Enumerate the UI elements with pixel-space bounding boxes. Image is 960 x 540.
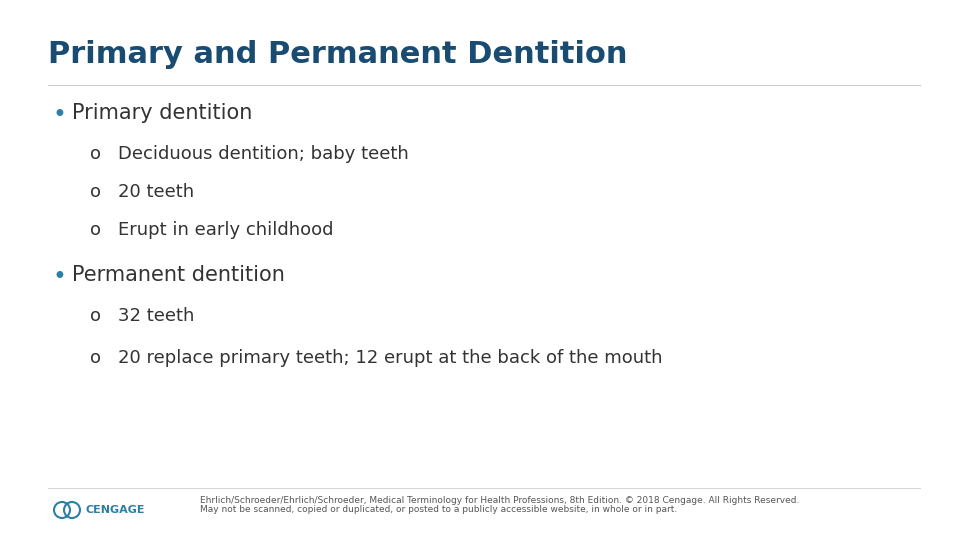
Text: 32 teeth: 32 teeth bbox=[118, 307, 194, 325]
Text: Erupt in early childhood: Erupt in early childhood bbox=[118, 221, 333, 239]
Text: o: o bbox=[90, 221, 101, 239]
Text: o: o bbox=[90, 183, 101, 201]
Text: o: o bbox=[90, 307, 101, 325]
Text: o: o bbox=[90, 349, 101, 367]
Text: Ehrlich/Schroeder/Ehrlich/Schroeder, Medical Terminology for Health Professions,: Ehrlich/Schroeder/Ehrlich/Schroeder, Med… bbox=[200, 496, 800, 505]
Text: o: o bbox=[90, 145, 101, 163]
Text: Primary dentition: Primary dentition bbox=[72, 103, 252, 123]
Text: CENGAGE: CENGAGE bbox=[85, 505, 145, 515]
Text: Permanent dentition: Permanent dentition bbox=[72, 265, 285, 285]
Text: Deciduous dentition; baby teeth: Deciduous dentition; baby teeth bbox=[118, 145, 409, 163]
Text: Primary and Permanent Dentition: Primary and Permanent Dentition bbox=[48, 40, 628, 69]
Text: May not be scanned, copied or duplicated, or posted to a publicly accessible web: May not be scanned, copied or duplicated… bbox=[200, 505, 677, 514]
Text: 20 replace primary teeth; 12 erupt at the back of the mouth: 20 replace primary teeth; 12 erupt at th… bbox=[118, 349, 662, 367]
Text: 20 teeth: 20 teeth bbox=[118, 183, 194, 201]
Text: •: • bbox=[52, 103, 66, 127]
Text: •: • bbox=[52, 265, 66, 289]
